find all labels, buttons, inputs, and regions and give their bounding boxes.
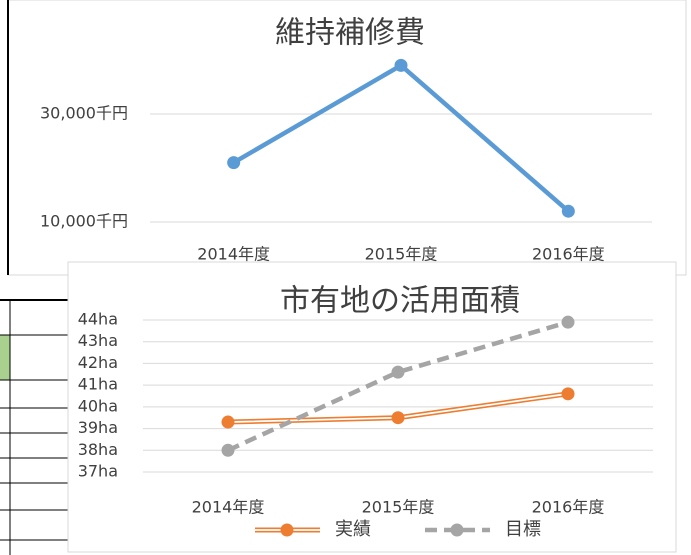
legend-label: 目標 — [505, 519, 541, 540]
y-tick-label: 40ha — [78, 396, 118, 415]
chart-title: 維持補修費 — [275, 16, 425, 51]
y-tick-label: 38ha — [78, 440, 118, 459]
y-tick-label: 39ha — [78, 418, 118, 437]
x-tick-label: 2015年度 — [365, 245, 438, 264]
marker — [391, 365, 405, 379]
y-tick-label: 42ha — [78, 353, 118, 372]
y-tick-label: 30,000千円 — [40, 104, 128, 123]
legend-marker — [450, 523, 464, 537]
green-cell — [0, 335, 10, 380]
marker — [227, 156, 241, 170]
chart-land: 37ha 38ha 39ha 40ha 41ha 42ha 43ha 44ha 2014年度 20… — [78, 284, 653, 540]
marker — [394, 58, 408, 72]
y-tick-label: 44ha — [78, 310, 118, 329]
legend-marker — [280, 523, 294, 537]
legend-label: 実績 — [335, 519, 371, 540]
series-line — [227, 320, 569, 453]
chart-maintenance: 10,000千円 30,000千円 2014年度 2015年度 2016年度 維持補修費 — [40, 16, 652, 264]
x-tick-label: 2015年度 — [362, 498, 435, 517]
x-tick-label: 2016年度 — [532, 498, 605, 517]
x-tick-label: 2016年度 — [532, 245, 605, 264]
x-tick-label: 2014年度 — [197, 245, 270, 264]
y-tick-label: 41ha — [78, 375, 118, 394]
marker — [391, 411, 405, 425]
y-tick-label: 43ha — [78, 331, 118, 350]
y-tick-label: 10,000千円 — [40, 212, 128, 231]
chart-box — [7, 0, 687, 276]
marker — [221, 443, 235, 457]
chart-title: 市有地の活用面積 — [280, 284, 520, 319]
marker — [561, 387, 575, 401]
marker — [221, 415, 235, 429]
marker — [561, 204, 575, 218]
y-tick-label: 37ha — [78, 462, 118, 481]
x-tick-label: 2014年度 — [192, 498, 265, 517]
marker — [561, 315, 575, 329]
